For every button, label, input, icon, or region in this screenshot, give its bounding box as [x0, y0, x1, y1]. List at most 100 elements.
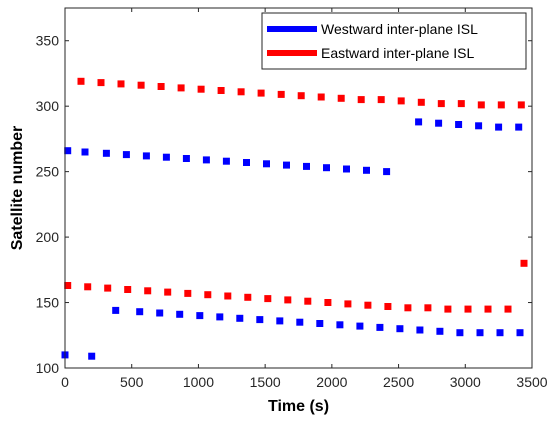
data-points: [61, 77, 528, 360]
y-tick-label: 250: [36, 164, 60, 180]
eastward-point: [277, 90, 285, 98]
eastward-point: [304, 297, 312, 305]
westward-point: [416, 326, 424, 334]
westward-point: [102, 149, 110, 157]
eastward-point: [204, 291, 212, 299]
eastward-point: [520, 259, 528, 267]
eastward-point: [504, 305, 512, 313]
eastward-point: [417, 98, 425, 106]
westward-point: [112, 306, 120, 314]
eastward-point: [257, 89, 265, 97]
eastward-point: [404, 304, 412, 312]
eastward-point: [84, 283, 92, 291]
westward-point: [476, 329, 484, 337]
plot-border: [64, 7, 533, 369]
legend: Westward inter-plane ISL Eastward inter-…: [261, 12, 527, 70]
eastward-point: [517, 101, 525, 109]
westward-point: [435, 119, 443, 127]
x-tick-label: 2000: [316, 374, 347, 390]
westward-point: [383, 168, 391, 176]
westward-point: [516, 329, 524, 337]
eastward-point: [477, 101, 485, 109]
y-axis-label: Satellite number: [9, 126, 26, 250]
westward-point: [303, 162, 310, 170]
westward-point: [196, 312, 204, 320]
eastward-point: [497, 101, 505, 109]
westward-point: [263, 160, 270, 168]
westward-point: [88, 352, 96, 360]
eastward-point: [104, 284, 112, 292]
westward-point: [415, 118, 423, 126]
x-tick-label: 2500: [383, 374, 414, 390]
eastward-point: [424, 304, 432, 312]
eastward-point: [217, 87, 225, 94]
x-axis-label: Time (s): [268, 398, 329, 415]
eastward-point: [484, 305, 492, 313]
westward-point: [243, 159, 250, 166]
eastward-point: [224, 292, 232, 300]
x-tick-label: 0: [61, 374, 69, 390]
legend-box: [261, 12, 527, 70]
westward-point: [475, 122, 483, 130]
eastward-point: [437, 100, 445, 108]
westward-point: [436, 327, 444, 335]
westward-point: [156, 309, 164, 317]
eastward-point: [384, 303, 392, 310]
eastward-point: [284, 296, 292, 304]
eastward-point: [337, 94, 345, 102]
eastward-point: [157, 83, 165, 90]
eastward-point: [117, 80, 125, 88]
westward-point: [376, 323, 384, 331]
x-axis-ticks: 0 500 1000 1500 2000 2500 3000 3500: [61, 8, 548, 390]
y-tick-label: 100: [36, 360, 60, 376]
eastward-point: [164, 288, 172, 296]
westward-point: [256, 316, 264, 324]
westward-point: [316, 320, 324, 327]
eastward-point: [377, 96, 385, 104]
eastward-point: [324, 299, 332, 306]
eastward-point: [137, 81, 145, 89]
eastward-point: [457, 100, 465, 108]
westward-point: [455, 121, 463, 128]
x-tick-label: 3000: [450, 374, 481, 390]
westward-point: [202, 156, 210, 164]
x-tick-label: 500: [120, 374, 144, 390]
westward-point: [396, 325, 404, 333]
westward-point: [283, 161, 290, 169]
westward-point: [515, 123, 523, 131]
eastward-point: [64, 282, 72, 289]
westward-point: [142, 152, 150, 160]
eastward-point: [197, 85, 205, 93]
westward-point: [176, 310, 184, 318]
eastward-point: [297, 92, 305, 100]
eastward-point: [344, 300, 352, 308]
westward-point: [323, 164, 330, 172]
westward-point: [496, 329, 504, 337]
eastward-point: [317, 93, 325, 101]
eastward-point: [144, 287, 152, 295]
eastward-point: [184, 289, 192, 297]
westward-point: [182, 155, 190, 162]
y-tick-label: 300: [36, 98, 60, 114]
eastward-point: [264, 295, 272, 303]
westward-point: [296, 318, 304, 326]
westward-point: [276, 317, 284, 325]
x-tick-label: 1500: [250, 374, 281, 390]
y-tick-label: 350: [36, 33, 60, 49]
westward-point: [495, 123, 503, 131]
eastward-point: [364, 301, 372, 309]
westward-point: [216, 313, 224, 321]
westward-point: [456, 329, 464, 337]
eastward-point: [124, 286, 132, 293]
eastward-point: [77, 77, 85, 85]
westward-point: [343, 165, 350, 173]
x-tick-label: 3500: [516, 374, 547, 390]
westward-point: [136, 308, 144, 316]
westward-point: [336, 321, 344, 329]
eastward-point: [464, 305, 472, 313]
eastward-point: [97, 79, 105, 87]
westward-point: [162, 153, 170, 161]
westward-point: [236, 314, 244, 322]
x-tick-label: 1000: [183, 374, 214, 390]
